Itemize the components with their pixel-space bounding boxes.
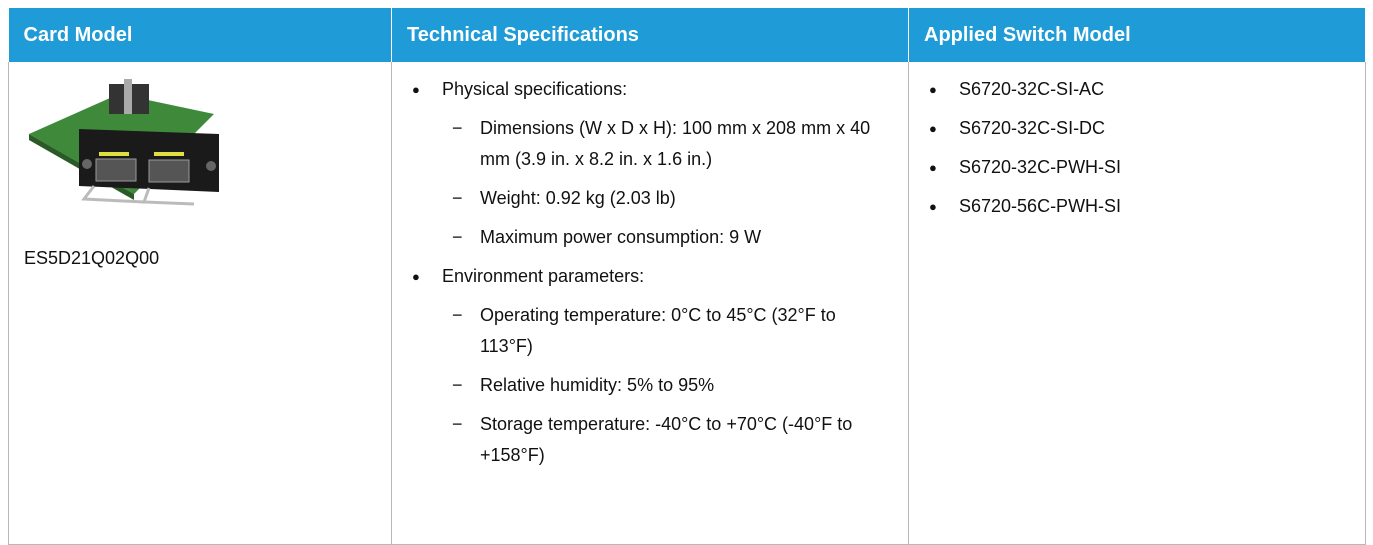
body: Card Model Technical Specifications Appl… (0, 0, 1373, 544)
header-row: Card Model Technical Specifications Appl… (9, 8, 1366, 62)
card-image (24, 74, 219, 224)
switch-list: S6720-32C-SI-AC S6720-32C-SI-DC S6720-32C-… (924, 74, 1350, 222)
header-cell: Applied Switch Model (909, 8, 1366, 62)
spec-detail: Storage temperature: -40°C to +70°C (-40… (442, 409, 893, 471)
spec-item: Environment parameters: Operating tempera… (407, 261, 893, 471)
spec-sublist: Dimensions (W x D x H): 100 mm x 208 mm … (442, 113, 893, 253)
page: Card Model Table {"table": { "headers": … (0, 0, 1373, 544)
spec-detail: Relative humidity: 5% to 95% (442, 370, 893, 401)
spec-heading: Environment parameters: (442, 266, 644, 286)
spec-sublist: Operating temperature: 0°C to 45°C (32°F… (442, 300, 893, 471)
spec-detail: Weight: 0.92 kg (2.03 lb) (442, 183, 893, 214)
switch-model: S6720-56C-PWH-SI (924, 191, 1350, 222)
body-row: ES5D21Q02Q00 Physical specifications: Dim… (9, 62, 1366, 545)
card-model: ES5D21Q02Q00 (24, 248, 376, 269)
spec-item: Physical specifications: Dimensions (W x … (407, 74, 893, 253)
switch-model: S6720-32C-SI-DC (924, 113, 1350, 144)
card-cell: ES5D21Q02Q00 (9, 62, 392, 545)
switch-model: S6720-32C-PWH-SI (924, 152, 1350, 183)
header-cell: Card Model (9, 8, 392, 62)
spec-detail: Dimensions (W x D x H): 100 mm x 208 mm … (442, 113, 893, 175)
switch-model: S6720-32C-SI-AC (924, 74, 1350, 105)
specs-cell: Physical specifications: Dimensions (W x … (392, 62, 909, 545)
header-cell: Technical Specifications (392, 8, 909, 62)
spec-table: Card Model Technical Specifications Appl… (8, 8, 1366, 545)
switch-cell: S6720-32C-SI-AC S6720-32C-SI-DC S6720-32C-… (909, 62, 1366, 545)
spec-detail: Maximum power consumption: 9 W (442, 222, 893, 253)
spec-detail: Operating temperature: 0°C to 45°C (32°F… (442, 300, 893, 362)
spec-list: Physical specifications: Dimensions (W x … (407, 74, 893, 471)
spec-heading: Physical specifications: (442, 79, 627, 99)
